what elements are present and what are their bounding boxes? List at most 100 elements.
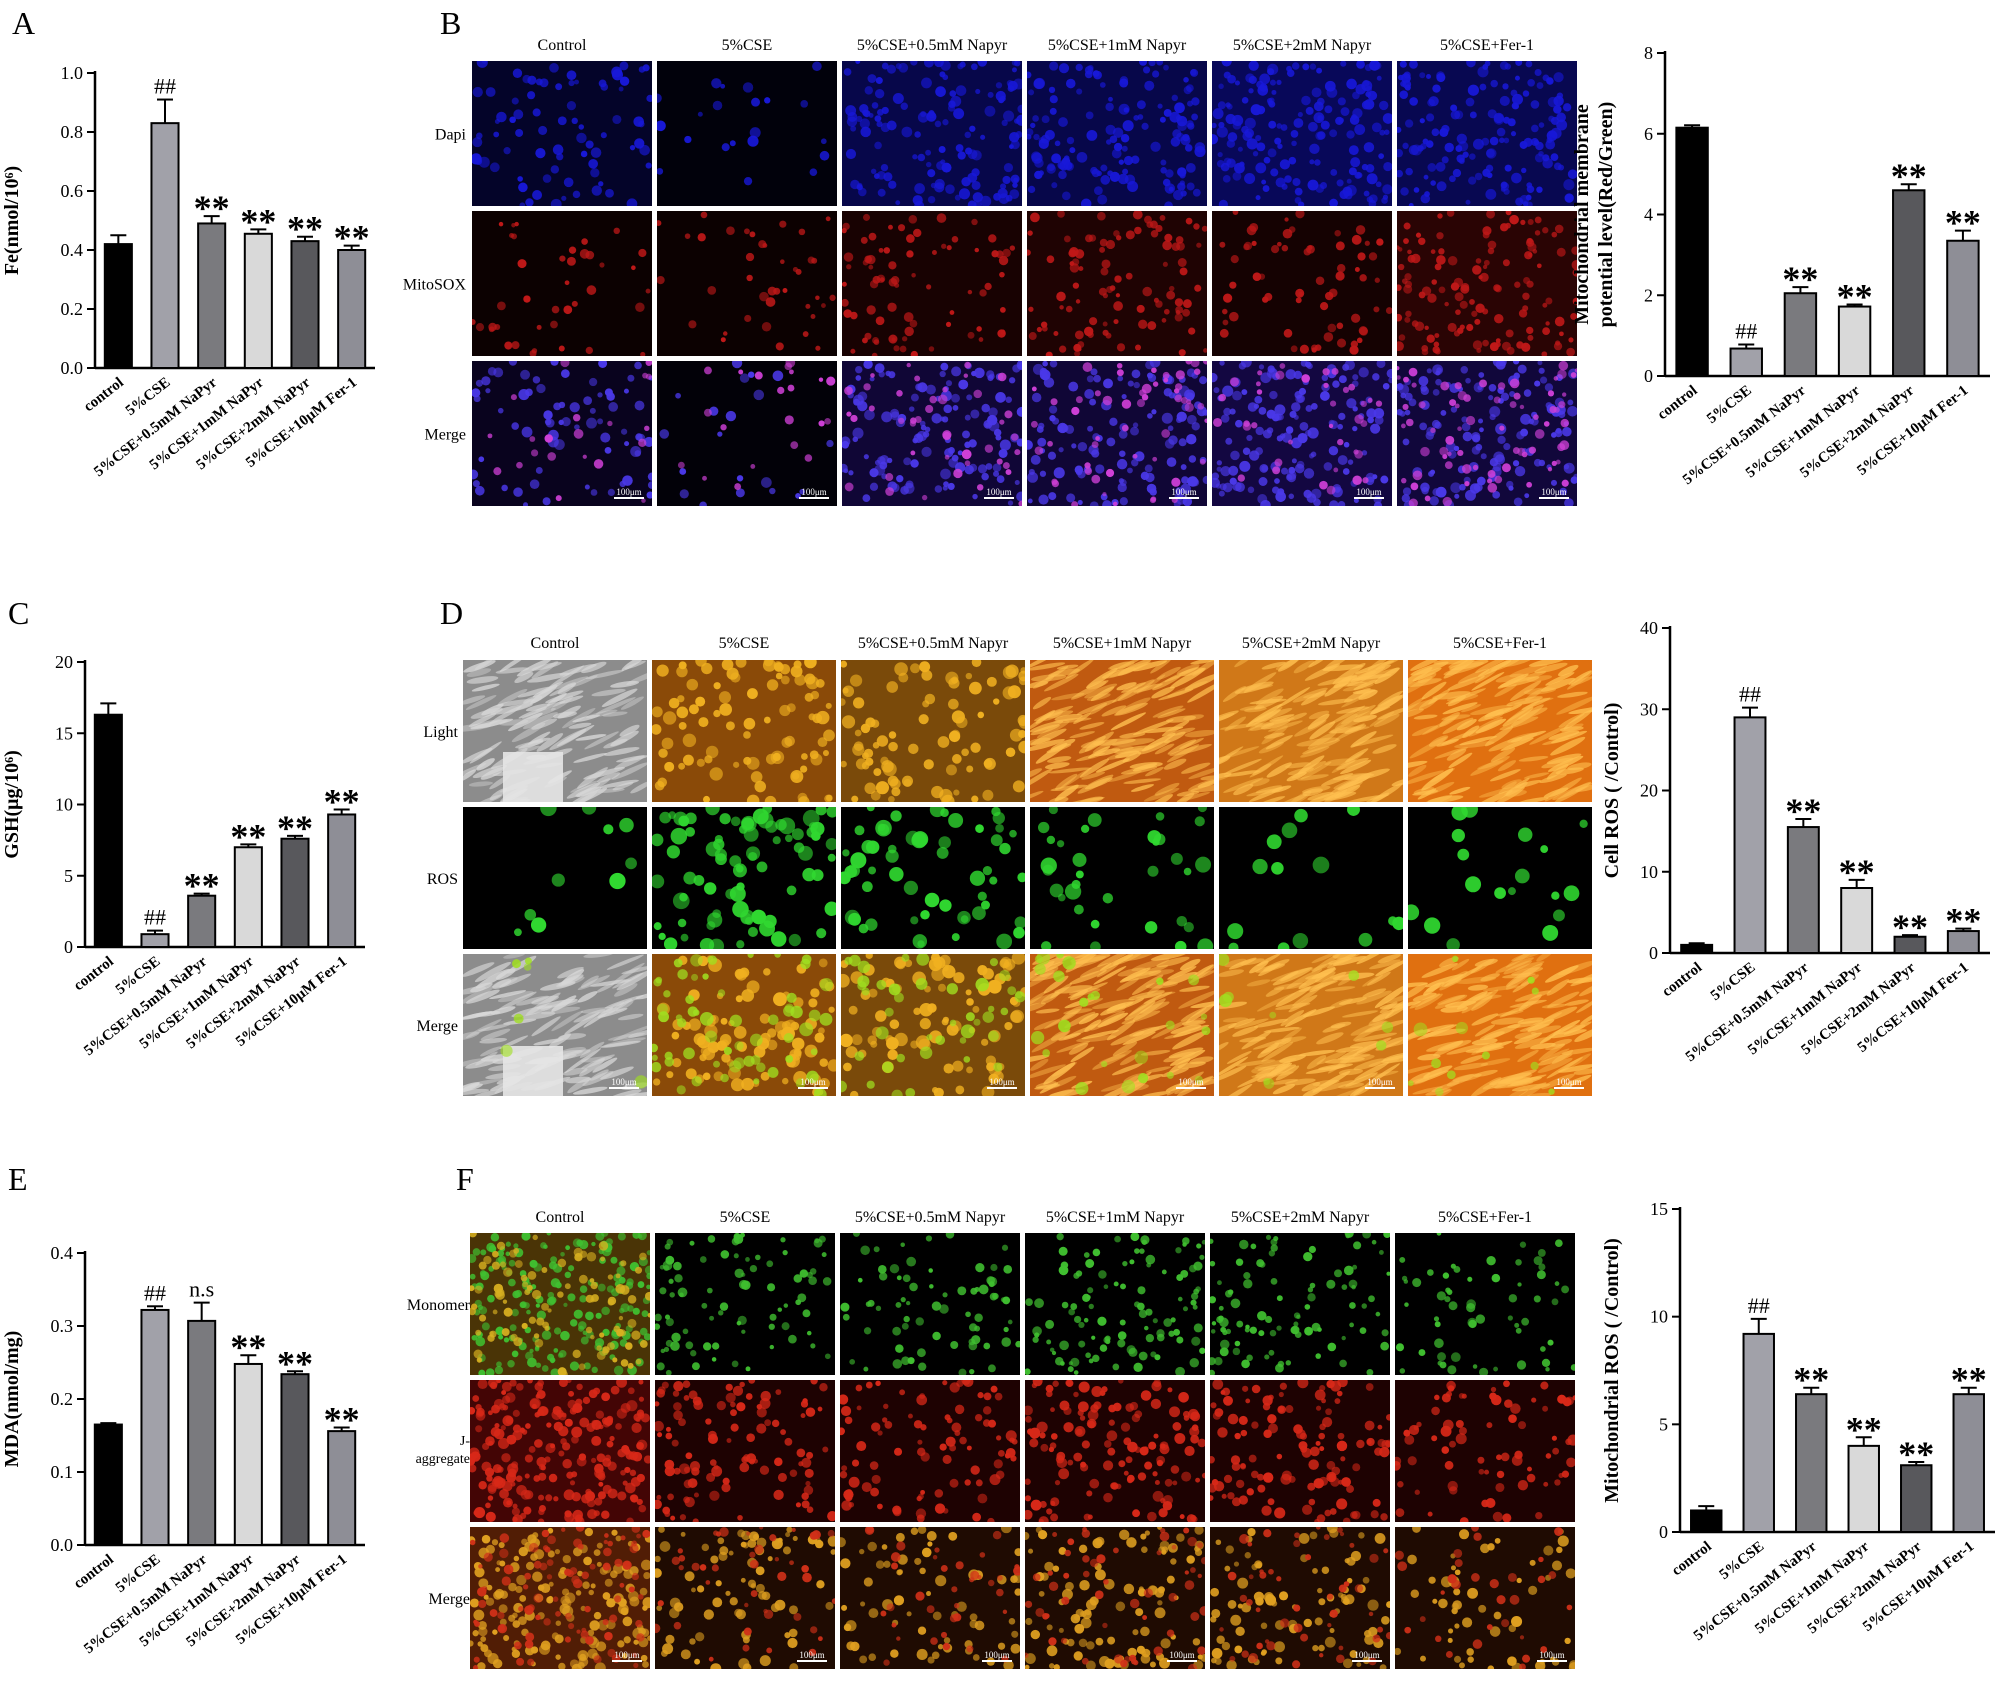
chart-d-annotation: ** [1839, 852, 1875, 892]
micrograph-grid-d: Control 5%CSE 5%CSE+0.5mM Napyr 5%CSE+1mM N… [417, 635, 1592, 1096]
micro-d-tile [1219, 807, 1403, 949]
micro-f-scale-label: 100μm [1539, 1650, 1564, 1660]
chart-f-bar [1900, 1464, 1933, 1534]
micro-f-tile: 100μm [1210, 1527, 1390, 1669]
chart-a-bar [103, 243, 133, 370]
chart-c-y-tick-label: 10 [55, 795, 73, 815]
chart-c-y-tick-label: 20 [55, 652, 73, 672]
chart-b-annotation: ** [1945, 203, 1981, 243]
chart-f-annotation: ** [1846, 1409, 1882, 1449]
chart-f-y-tick-label: 10 [1650, 1307, 1668, 1327]
micro-f-scale-label: 100μm [1169, 1650, 1194, 1660]
micro-d-scale-label: 100μm [1178, 1077, 1203, 1087]
chart-e-annotation: ** [324, 1399, 360, 1439]
chart-b-annotation: ** [1837, 277, 1873, 317]
chart-f-annotation: ** [1793, 1360, 1829, 1400]
micro-d-scale-label: 100μm [611, 1077, 636, 1087]
micro-d-tile [841, 807, 1025, 949]
panel-letter-b: B [440, 5, 461, 41]
micro-d-tile [1030, 660, 1214, 802]
chart-d-annotation: ** [1945, 901, 1981, 941]
micro-b-tile [657, 211, 837, 356]
chart-d-y-tick-label: 20 [1640, 781, 1658, 801]
chart-a-annotation: ** [287, 209, 323, 249]
micro-d-tile: 100μm [1030, 954, 1214, 1096]
micro-f-column-label: Control [536, 1209, 585, 1226]
chart-e-annotation: ** [230, 1327, 266, 1367]
chart-e-bar [140, 1308, 170, 1546]
chart-c-bar [233, 846, 263, 948]
micro-b-tile: 100μm [842, 361, 1022, 506]
micro-d-tile [463, 660, 647, 802]
micro-d-tile [1030, 807, 1214, 949]
micro-f-column-label: 5%CSE+1mM Napyr [1046, 1209, 1185, 1226]
micro-b-tile: 100μm [657, 361, 837, 506]
chart-a-y-tick-label: 0.8 [61, 122, 84, 142]
micro-b-scale-label: 100μm [801, 487, 826, 497]
chart-d-annotation: ** [1892, 907, 1928, 947]
micro-d-scale-label: 100μm [1556, 1077, 1581, 1087]
chart-e-bar [93, 1423, 123, 1547]
chart-d-bar [1840, 887, 1874, 954]
chart-c-annotation: ** [184, 866, 220, 906]
chart-b-bar [1837, 305, 1872, 377]
chart-a-bar [290, 240, 320, 369]
chart-b-annotation: ** [1782, 259, 1818, 299]
chart-b-bar [1783, 292, 1818, 378]
panel-letter-e: E [8, 1161, 28, 1197]
micro-b-tile [472, 211, 652, 356]
chart-a-annotation: ** [334, 218, 370, 258]
chart-c-annotation: ** [324, 781, 360, 821]
micro-f-column-label: 5%CSE+0.5mM Napyr [855, 1209, 1006, 1226]
chart-a-annotation: ## [154, 74, 176, 99]
micro-f-row-label: Merge [429, 1591, 470, 1608]
micro-b-scale-label: 100μm [616, 487, 641, 497]
micro-f-column-label: 5%CSE [720, 1209, 771, 1226]
chart-c-annotation: ** [277, 808, 313, 848]
chart-b-bar [1675, 126, 1709, 377]
chart-b-y-tick-label: 8 [1644, 43, 1653, 63]
chart-b-y-tick-label: 2 [1644, 285, 1653, 305]
chart-f-y-tick-label: 15 [1650, 1199, 1668, 1219]
micro-f-scale-label: 100μm [984, 1650, 1009, 1660]
chart-e-annotation: ## [144, 1280, 166, 1305]
micro-b-tile [472, 61, 652, 206]
micro-f-tile [1210, 1380, 1390, 1522]
chart-d-y-tick-label: 40 [1640, 618, 1658, 638]
chart-a-y-tick-label: 0.4 [61, 240, 84, 260]
micrograph-grid-f: Control 5%CSE 5%CSE+0.5mM Napyr 5%CSE+1mM N… [407, 1209, 1575, 1669]
micro-d-column-label: 5%CSE+2mM Napyr [1242, 635, 1381, 652]
micro-f-tile: 100μm [840, 1527, 1020, 1669]
micro-b-column-label: 5%CSE+0.5mM Napyr [857, 37, 1008, 54]
micro-b-scale-label: 100μm [1356, 487, 1381, 497]
chart-f-annotation: ** [1951, 1360, 1987, 1400]
micrograph-grid-b: Control 5%CSE 5%CSE+0.5mM Napyr 5%CSE+1mM N… [403, 37, 1577, 506]
micro-f-tile: 100μm [1395, 1527, 1575, 1669]
panel-letter-c: C [8, 595, 29, 631]
micro-f-row-label: Monomer [407, 1297, 471, 1314]
micro-b-tile: 100μm [472, 361, 652, 506]
chart-d-bar [1733, 716, 1767, 954]
micro-b-tile [842, 61, 1022, 206]
chart-f-y-axis-label: Mitochondrial ROS ( /Control) [1601, 1238, 1623, 1503]
micro-f-tile [470, 1233, 650, 1375]
micro-d-column-label: Control [531, 635, 580, 652]
chart-b-annotation: ## [1735, 319, 1757, 344]
chart-e-y-tick-label: 0.0 [51, 1535, 74, 1555]
chart-a-bar [197, 222, 227, 369]
chart-f-bar [1795, 1393, 1828, 1533]
micro-d-tile [1219, 660, 1403, 802]
micro-b-tile [1212, 211, 1392, 356]
micro-d-tile: 100μm [1219, 954, 1403, 1096]
micro-b-tile [842, 211, 1022, 356]
micro-d-tile [1408, 807, 1592, 949]
chart-b-y-tick-label: 6 [1644, 124, 1653, 144]
micro-f-column-label: 5%CSE+Fer-1 [1438, 1209, 1532, 1226]
micro-b-column-label: 5%CSE+1mM Napyr [1048, 37, 1187, 54]
micro-f-tile [840, 1380, 1020, 1522]
chart-a-y-tick-label: 0.6 [61, 181, 84, 201]
chart-e-bar [187, 1319, 217, 1547]
micro-f-tile [655, 1380, 835, 1522]
chart-c-bar [93, 713, 123, 948]
micro-f-scale-label: 100μm [614, 1650, 639, 1660]
